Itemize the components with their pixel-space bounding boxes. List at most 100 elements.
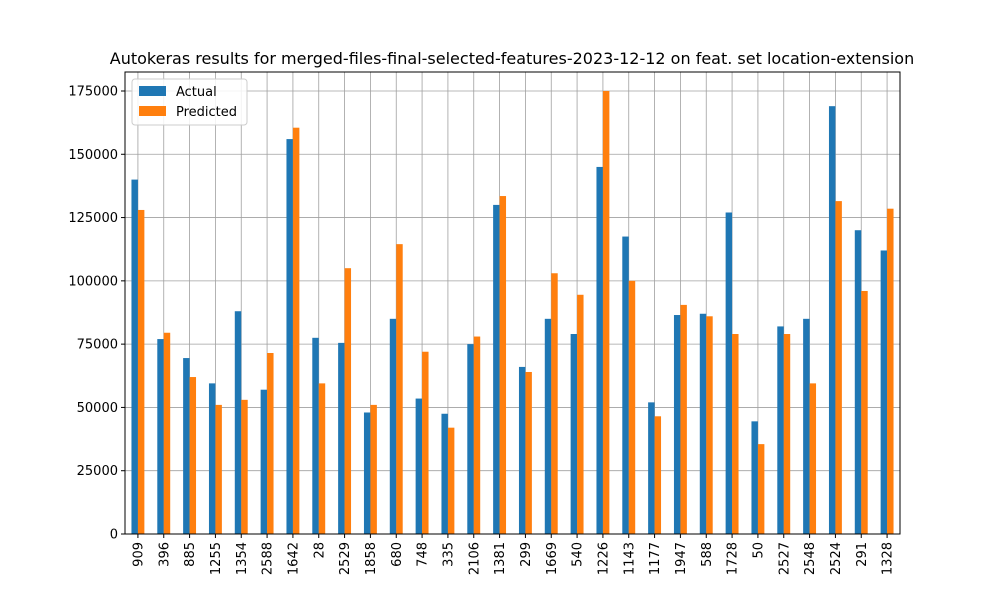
chart-title: Autokeras results for merged-files-final… xyxy=(110,49,914,68)
bar-actual-1669 xyxy=(544,318,552,534)
x-tick-label: 2106 xyxy=(467,542,482,575)
bar-predicted-2527 xyxy=(783,334,791,534)
x-tick-label: 1354 xyxy=(235,542,250,575)
plot-frame xyxy=(124,71,901,535)
bar-actual-680 xyxy=(389,318,397,534)
bar-actual-588 xyxy=(699,313,707,534)
legend-swatch-predicted xyxy=(139,106,166,116)
bar-actual-335 xyxy=(441,413,448,534)
x-axis-ticks: 909 396 885 1255 1354 2588 1642 28 2529 1858 680 74… xyxy=(131,534,896,575)
bar-actual-1177 xyxy=(648,402,655,534)
bar-actual-2529 xyxy=(338,342,345,534)
bar-predicted-1255 xyxy=(215,404,222,534)
bar-predicted-1177 xyxy=(654,416,662,534)
x-tick-label: 28 xyxy=(312,542,327,559)
bar-predicted-680 xyxy=(396,244,403,535)
y-tick-label: 50000 xyxy=(77,401,118,416)
bar-actual-396 xyxy=(157,339,164,534)
bar-actual-748 xyxy=(415,398,423,534)
bar-actual-299 xyxy=(518,366,526,534)
x-tick-label: 1381 xyxy=(493,542,508,575)
bar-actual-1642 xyxy=(286,139,293,534)
bar-predicted-50 xyxy=(757,444,765,534)
x-tick-label: 299 xyxy=(519,542,534,567)
bar-predicted-299 xyxy=(525,371,532,534)
y-tick-label: 25000 xyxy=(77,464,118,479)
y-tick-label: 0 xyxy=(110,528,118,543)
bar-actual-1728 xyxy=(725,212,733,534)
bar-predicted-1226 xyxy=(602,90,610,534)
x-tick-label: 588 xyxy=(700,542,715,567)
bar-actual-2548 xyxy=(803,318,810,534)
x-tick-label: 1858 xyxy=(364,542,379,575)
bars xyxy=(131,90,894,535)
bar-actual-885 xyxy=(183,358,190,534)
bar-actual-1328 xyxy=(880,250,888,534)
x-tick-label: 1177 xyxy=(648,542,663,575)
x-tick-label: 540 xyxy=(571,542,586,567)
bar-predicted-1143 xyxy=(628,280,636,534)
bar-actual-1226 xyxy=(596,166,603,534)
x-tick-label: 1226 xyxy=(596,542,611,575)
y-axis-ticks: 0 25000 50000 75000 100000 125000 150000 175000 xyxy=(68,84,125,543)
x-tick-label: 2527 xyxy=(777,542,792,575)
bar-predicted-28 xyxy=(318,383,326,534)
x-tick-label: 1143 xyxy=(622,542,637,575)
y-tick-label: 75000 xyxy=(77,338,118,353)
bar-predicted-588 xyxy=(706,316,713,534)
bar-actual-28 xyxy=(312,337,319,534)
x-tick-label: 2524 xyxy=(829,542,844,575)
bar-predicted-291 xyxy=(861,290,868,534)
bar-actual-2524 xyxy=(828,106,836,534)
legend-label-actual: Actual xyxy=(176,85,217,100)
bar-predicted-1728 xyxy=(732,334,739,534)
x-tick-label: 291 xyxy=(855,542,870,567)
bar-actual-909 xyxy=(131,179,138,534)
bar-actual-1381 xyxy=(493,204,500,534)
bar-predicted-2588 xyxy=(267,352,274,534)
bar-actual-291 xyxy=(854,230,862,534)
bar-predicted-1381 xyxy=(499,196,507,535)
bar-predicted-1328 xyxy=(887,208,894,535)
x-tick-label: 748 xyxy=(416,542,431,567)
legend-swatch-actual xyxy=(139,86,166,96)
bar-actual-1143 xyxy=(622,236,629,534)
bar-predicted-748 xyxy=(422,351,429,534)
bar-predicted-2106 xyxy=(473,336,481,534)
bar-predicted-1947 xyxy=(680,304,687,534)
x-tick-label: 2588 xyxy=(261,542,276,575)
bar-predicted-335 xyxy=(447,427,455,534)
bar-actual-1354 xyxy=(234,311,242,534)
y-tick-label: 100000 xyxy=(68,274,118,289)
bar-actual-1858 xyxy=(363,412,371,534)
x-tick-label: 335 xyxy=(441,542,456,567)
bar-predicted-396 xyxy=(163,332,171,534)
bar-predicted-909 xyxy=(137,209,145,535)
bar-actual-1947 xyxy=(673,315,681,534)
bar-actual-2588 xyxy=(260,389,268,534)
bar-predicted-2529 xyxy=(344,268,352,534)
x-tick-label: 680 xyxy=(390,542,405,567)
bar-predicted-1669 xyxy=(551,273,558,534)
x-tick-label: 1669 xyxy=(545,542,560,575)
x-tick-label: 1642 xyxy=(286,542,301,575)
y-tick-label: 175000 xyxy=(68,84,118,99)
x-tick-label: 1328 xyxy=(881,542,896,575)
x-tick-label: 1255 xyxy=(209,542,224,575)
x-tick-label: 2529 xyxy=(338,542,353,575)
x-tick-label: 1947 xyxy=(674,542,689,575)
bar-actual-2106 xyxy=(467,344,474,534)
y-tick-label: 150000 xyxy=(68,148,118,163)
x-tick-label: 396 xyxy=(157,542,172,567)
y-tick-label: 125000 xyxy=(68,211,118,226)
bar-actual-1255 xyxy=(208,383,216,534)
x-tick-label: 1728 xyxy=(726,542,741,575)
bar-predicted-1858 xyxy=(370,404,377,534)
x-tick-label: 909 xyxy=(131,542,146,567)
bar-predicted-1642 xyxy=(292,127,300,535)
bar-actual-540 xyxy=(570,334,578,534)
bar-actual-2527 xyxy=(777,326,784,534)
bar-actual-50 xyxy=(751,421,758,534)
x-tick-label: 2548 xyxy=(803,542,818,575)
